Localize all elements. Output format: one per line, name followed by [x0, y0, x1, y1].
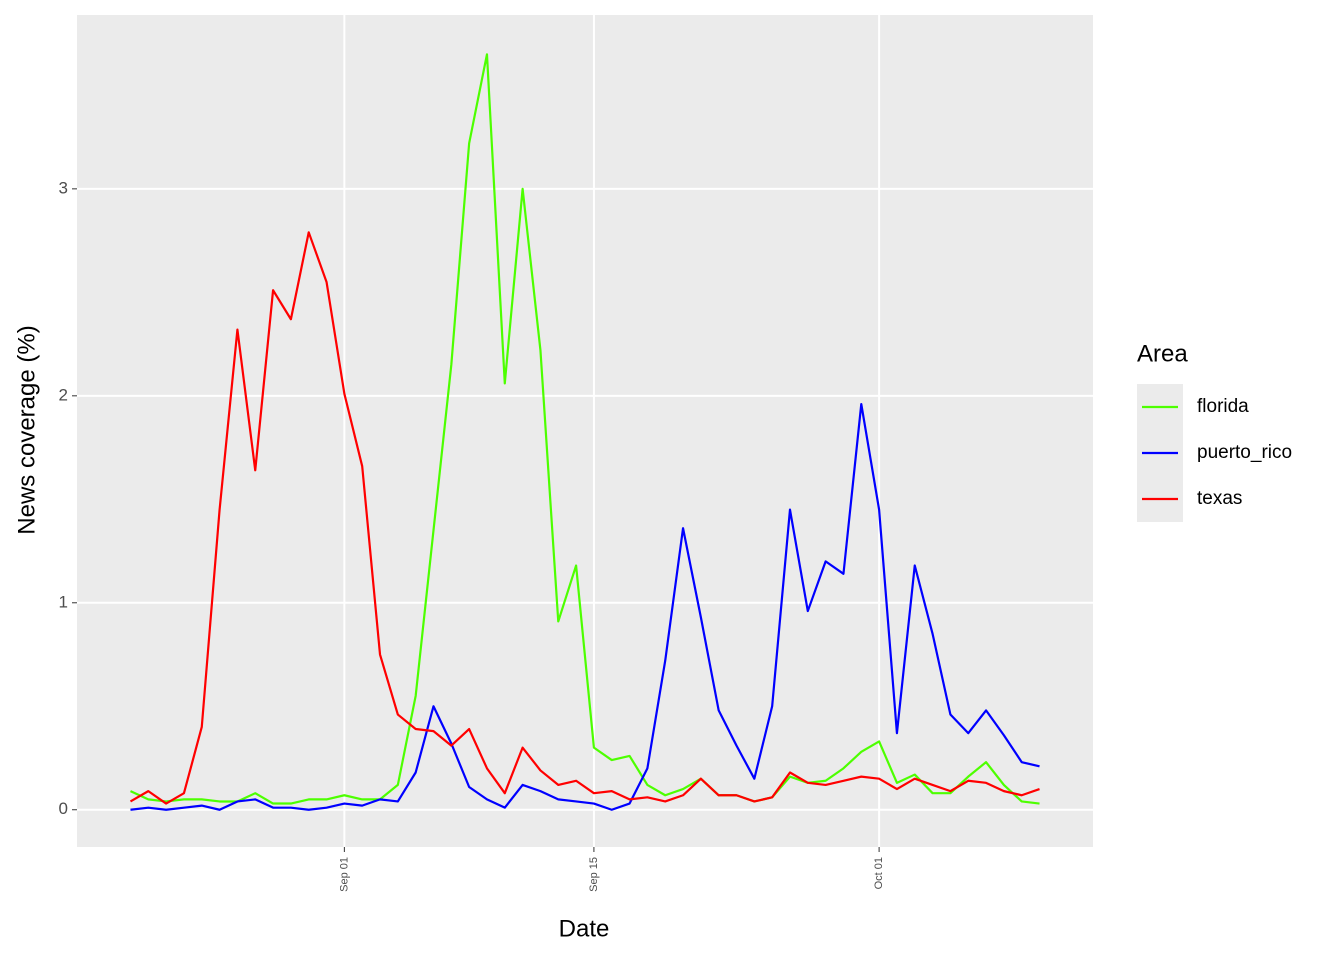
legend-label: florida: [1197, 396, 1249, 417]
y-tick-label: 1: [59, 592, 68, 611]
y-tick-label: 3: [59, 178, 68, 197]
series-line: [130, 53, 1040, 805]
x-tick-label: Sep 15: [588, 857, 600, 892]
x-tick-label: Sep 01: [338, 857, 350, 892]
x-axis-title: Date: [559, 915, 610, 942]
legend-label: puerto_rico: [1197, 442, 1292, 463]
x-tick-label: Oct 01: [873, 857, 885, 889]
series-line: [129, 231, 1040, 805]
panel: [77, 15, 1093, 847]
y-tick-label: 0: [59, 799, 68, 818]
legend-label: texas: [1197, 488, 1242, 509]
series-line: [130, 402, 1040, 811]
y-axis-title: News coverage (%): [13, 325, 40, 534]
legend-title: Area: [1137, 340, 1188, 367]
y-tick-label: 2: [59, 385, 68, 404]
